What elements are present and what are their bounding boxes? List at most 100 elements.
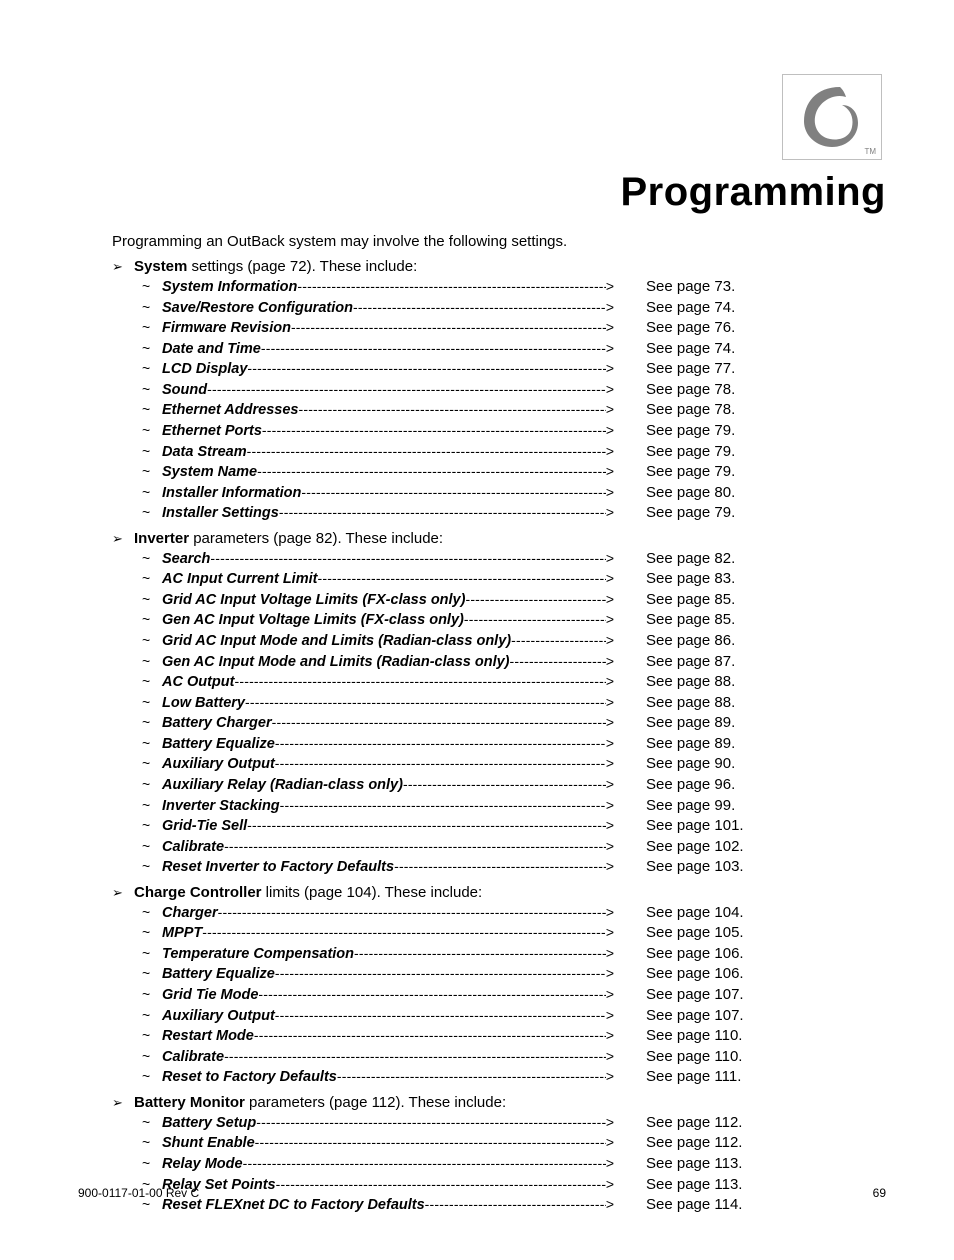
toc-item-pageref: See page 74.	[620, 339, 886, 359]
toc-item-label: AC Output	[162, 673, 234, 693]
toc-sections: ➢System settings (page 72). These includ…	[78, 258, 886, 1216]
toc-item-label: Grid Tie Mode	[162, 986, 258, 1006]
toc-section: ➢System settings (page 72). These includ…	[112, 258, 886, 524]
leader-arrow: >	[606, 816, 620, 835]
toc-item: ~Search---------------------------------…	[142, 549, 886, 570]
toc-item-pageref: See page 101.	[620, 816, 886, 836]
leader-arrow: >	[606, 590, 620, 609]
toc-item-label: Calibrate	[162, 1048, 224, 1068]
tilde-bullet-icon: ~	[142, 1047, 162, 1066]
toc-item-pageref: See page 88.	[620, 693, 886, 713]
toc-item: ~Inverter Stacking----------------------…	[142, 796, 886, 817]
toc-item-label: Ethernet Addresses	[162, 401, 298, 421]
tilde-bullet-icon: ~	[142, 610, 162, 629]
leader-arrow: >	[606, 277, 620, 296]
leader-dashes: ----------------------------------------…	[202, 923, 606, 937]
toc-item-pageref: See page 110.	[620, 1026, 886, 1046]
tilde-bullet-icon: ~	[142, 421, 162, 440]
leader-arrow: >	[606, 1154, 620, 1173]
leader-arrow: >	[606, 775, 620, 794]
toc-item-pageref: See page 110.	[620, 1047, 886, 1067]
triangle-bullet-icon: ➢	[112, 1096, 134, 1109]
toc-item-pageref: See page 106.	[620, 964, 886, 984]
toc-item-label: Auxiliary Output	[162, 755, 275, 775]
toc-section: ➢Charge Controller limits (page 104). Th…	[112, 884, 886, 1088]
toc-item-pageref: See page 85.	[620, 610, 886, 630]
toc-item-label: Battery Equalize	[162, 965, 275, 985]
leader-dashes: ----------------------------------------…	[247, 442, 606, 456]
section-heading: ➢Battery Monitor parameters (page 112). …	[112, 1094, 886, 1111]
leader-dashes: ----------------------------------------…	[317, 569, 605, 583]
tilde-bullet-icon: ~	[142, 985, 162, 1004]
toc-item-pageref: See page 104.	[620, 903, 886, 923]
triangle-bullet-icon: ➢	[112, 532, 134, 545]
toc-item-label: Ethernet Ports	[162, 422, 262, 442]
toc-item: ~Calibrate------------------------------…	[142, 1047, 886, 1068]
toc-item-label: Battery Setup	[162, 1114, 256, 1134]
toc-item: ~Reset to Factory Defaults--------------…	[142, 1067, 886, 1088]
toc-item-pageref: See page 79.	[620, 462, 886, 482]
toc-item: ~Battery Charger------------------------…	[142, 713, 886, 734]
toc-item-label: Installer Information	[162, 484, 301, 504]
tilde-bullet-icon: ~	[142, 816, 162, 835]
toc-item-pageref: See page 74.	[620, 298, 886, 318]
leader-arrow: >	[606, 318, 620, 337]
toc-item-label: Auxiliary Relay (Radian-class only)	[162, 776, 403, 796]
toc-item-pageref: See page 79.	[620, 421, 886, 441]
section-heading-text: Battery Monitor parameters (page 112). T…	[134, 1094, 506, 1111]
toc-item-pageref: See page 86.	[620, 631, 886, 651]
tilde-bullet-icon: ~	[142, 1133, 162, 1152]
toc-item: ~Battery Equalize-----------------------…	[142, 964, 886, 985]
tilde-bullet-icon: ~	[142, 1006, 162, 1025]
toc-item: ~Restart Mode---------------------------…	[142, 1026, 886, 1047]
section-heading-text: Charge Controller limits (page 104). The…	[134, 884, 482, 901]
toc-item-label: Auxiliary Output	[162, 1007, 275, 1027]
section-heading-rest: parameters (page 82). These include:	[189, 530, 443, 547]
leader-arrow: >	[606, 421, 620, 440]
leader-arrow: >	[606, 483, 620, 502]
toc-item: ~System Information---------------------…	[142, 277, 886, 298]
leader-dashes: ----------------------------------------…	[272, 713, 606, 727]
section-heading-text: Inverter parameters (page 82). These inc…	[134, 530, 443, 547]
toc-item: ~Save/Restore Configuration-------------…	[142, 298, 886, 319]
toc-item-label: Battery Equalize	[162, 735, 275, 755]
toc-item-pageref: See page 96.	[620, 775, 886, 795]
tilde-bullet-icon: ~	[142, 713, 162, 732]
toc-item: ~Sound----------------------------------…	[142, 380, 886, 401]
toc-item-label: Search	[162, 550, 210, 570]
leader-dashes: ----------------------------------------…	[261, 339, 606, 353]
toc-item-label: System Information	[162, 278, 297, 298]
toc-item: ~AC Output------------------------------…	[142, 672, 886, 693]
leader-arrow: >	[606, 1047, 620, 1066]
leader-arrow: >	[606, 1026, 620, 1045]
tilde-bullet-icon: ~	[142, 462, 162, 481]
leader-arrow: >	[606, 549, 620, 568]
leader-dashes: ----------------------------------------…	[218, 903, 606, 917]
toc-item-pageref: See page 90.	[620, 754, 886, 774]
leader-dashes: ----------------------------------------…	[256, 1113, 606, 1127]
leader-dashes: ----------------------------------------…	[394, 857, 606, 871]
toc-item: ~Reset Inverter to Factory Defaults-----…	[142, 857, 886, 878]
leader-arrow: >	[606, 693, 620, 712]
toc-item-label: Grid AC Input Voltage Limits (FX-class o…	[162, 591, 465, 611]
leader-dashes: ----------------------------------------…	[224, 1047, 606, 1061]
toc-item-label: Data Stream	[162, 443, 247, 463]
toc-item-label: Date and Time	[162, 340, 261, 360]
toc-item: ~Installer Information------------------…	[142, 483, 886, 504]
tilde-bullet-icon: ~	[142, 837, 162, 856]
leader-arrow: >	[606, 923, 620, 942]
tilde-bullet-icon: ~	[142, 693, 162, 712]
leader-dashes: ----------------------------------------…	[464, 610, 606, 624]
tilde-bullet-icon: ~	[142, 1067, 162, 1086]
tilde-bullet-icon: ~	[142, 590, 162, 609]
toc-item: ~Data Stream----------------------------…	[142, 442, 886, 463]
toc-item: ~Auxiliary Output-----------------------…	[142, 754, 886, 775]
toc-item-label: Inverter Stacking	[162, 797, 280, 817]
leader-arrow: >	[606, 796, 620, 815]
toc-item: ~Shunt Enable---------------------------…	[142, 1133, 886, 1154]
toc-item-label: Gen AC Input Mode and Limits (Radian-cla…	[162, 653, 510, 673]
toc-item-pageref: See page 107.	[620, 985, 886, 1005]
toc-item-pageref: See page 111.	[620, 1067, 886, 1087]
toc-item-pageref: See page 106.	[620, 944, 886, 964]
tilde-bullet-icon: ~	[142, 277, 162, 296]
